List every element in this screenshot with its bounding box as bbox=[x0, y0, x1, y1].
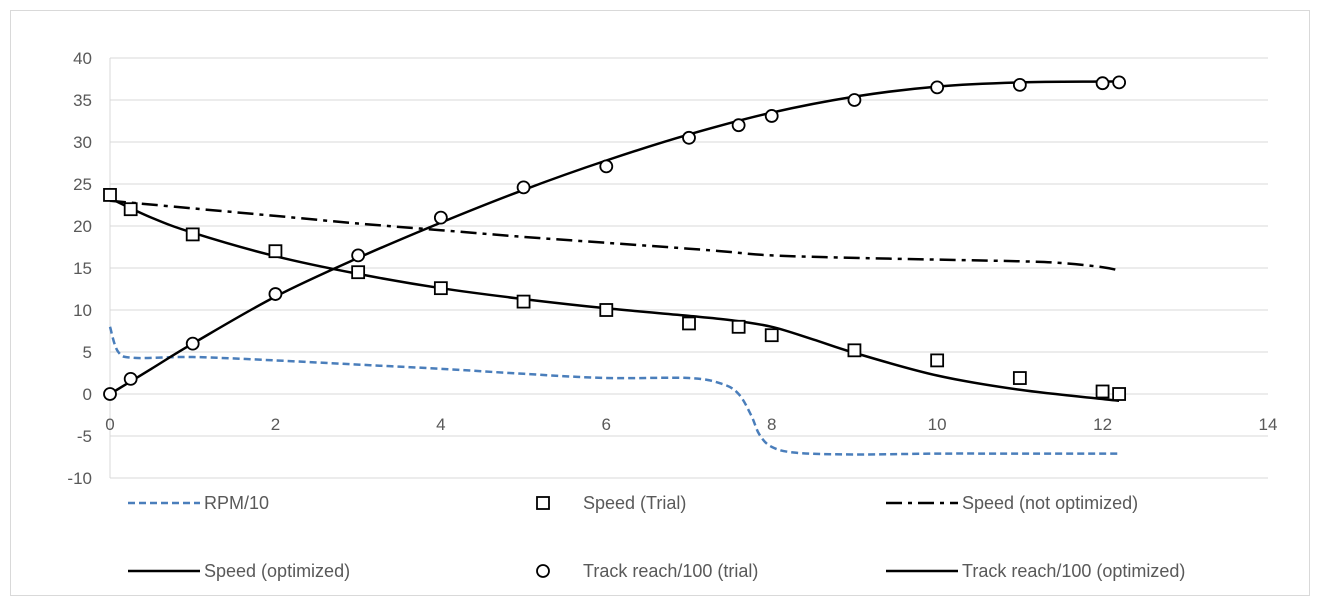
series-5 bbox=[109, 80, 1120, 396]
data-point bbox=[351, 265, 366, 280]
legend: RPM/10 Speed (Trial) Speed (not optimized)… bbox=[128, 493, 1185, 581]
y-tick-label: -10 bbox=[67, 469, 92, 488]
data-point bbox=[433, 281, 448, 296]
y-tick-label: -5 bbox=[77, 427, 92, 446]
series-line bbox=[109, 80, 1120, 396]
legend-item: RPM/10 bbox=[128, 493, 269, 513]
data-point bbox=[682, 130, 696, 145]
x-tick-label: 0 bbox=[105, 415, 114, 434]
data-point bbox=[731, 319, 746, 334]
y-tick-label: 0 bbox=[83, 385, 92, 404]
series-line bbox=[108, 326, 1120, 456]
data-point bbox=[599, 159, 614, 174]
data-point bbox=[847, 93, 862, 107]
data-point bbox=[930, 353, 945, 368]
series-line bbox=[109, 197, 1120, 402]
data-point bbox=[351, 248, 366, 263]
data-point bbox=[268, 287, 283, 301]
legend-item: Speed (not optimized) bbox=[886, 493, 1138, 513]
legend-item: Speed (optimized) bbox=[128, 561, 350, 581]
series-layer bbox=[103, 75, 1127, 456]
data-point bbox=[516, 180, 531, 195]
legend-item: Speed (Trial) bbox=[536, 493, 686, 513]
legend-label: Track reach/100 (trial) bbox=[583, 561, 758, 581]
series-3 bbox=[109, 197, 1120, 402]
data-point bbox=[731, 118, 746, 133]
data-point bbox=[599, 303, 614, 317]
x-tick-label: 2 bbox=[271, 415, 280, 434]
data-point bbox=[123, 371, 138, 386]
legend-label: Speed (Trial) bbox=[583, 493, 686, 513]
legend-label: Speed (optimized) bbox=[204, 561, 350, 581]
y-tick-label: 35 bbox=[73, 91, 92, 110]
y-tick-label: 20 bbox=[73, 217, 92, 236]
y-tick-label: 40 bbox=[73, 49, 92, 68]
y-tick-label: 5 bbox=[83, 343, 92, 362]
legend-swatch bbox=[536, 564, 550, 578]
y-tick-label: 30 bbox=[73, 133, 92, 152]
data-point bbox=[764, 328, 779, 343]
data-point bbox=[185, 336, 200, 351]
data-point bbox=[847, 343, 862, 358]
x-tick-label: 14 bbox=[1259, 415, 1278, 434]
data-point bbox=[1095, 76, 1110, 91]
y-tick-label: 25 bbox=[73, 175, 92, 194]
legend-label: RPM/10 bbox=[204, 493, 269, 513]
chart-frame bbox=[10, 10, 1310, 596]
data-point bbox=[1012, 371, 1027, 385]
data-point bbox=[1112, 387, 1127, 401]
data-point bbox=[1012, 77, 1027, 92]
data-point bbox=[185, 227, 200, 242]
series-0 bbox=[108, 326, 1120, 456]
legend-item: Track reach/100 (trial) bbox=[536, 561, 758, 581]
data-point bbox=[516, 294, 531, 309]
x-tick-label: 10 bbox=[928, 415, 947, 434]
data-point bbox=[1112, 75, 1127, 90]
x-tick-label: 6 bbox=[602, 415, 611, 434]
legend-swatch bbox=[536, 496, 550, 510]
x-tick-label: 8 bbox=[767, 415, 776, 434]
x-tick-label: 4 bbox=[436, 415, 445, 434]
data-point bbox=[103, 387, 117, 401]
data-point bbox=[930, 80, 945, 95]
data-point bbox=[433, 210, 448, 225]
data-point bbox=[764, 109, 779, 123]
data-point bbox=[103, 188, 117, 202]
y-tick-label: 15 bbox=[73, 259, 92, 278]
data-point bbox=[682, 316, 696, 331]
data-point bbox=[268, 244, 283, 259]
axes bbox=[109, 58, 1268, 478]
data-point bbox=[1095, 384, 1110, 399]
gridlines bbox=[110, 57, 1268, 479]
legend-item: Track reach/100 (optimized) bbox=[886, 561, 1185, 581]
tick-labels: -10 -5 0 5 10 15 20 25 30 35 40 0 2 4 6 8 10 12 14 bbox=[67, 49, 1277, 488]
y-tick-label: 10 bbox=[73, 301, 92, 320]
legend-label: Speed (not optimized) bbox=[962, 493, 1138, 513]
series-line bbox=[109, 199, 1120, 272]
legend-label: Track reach/100 (optimized) bbox=[962, 561, 1185, 581]
series-1 bbox=[103, 188, 1127, 401]
series-4 bbox=[103, 75, 1127, 401]
x-tick-label: 12 bbox=[1093, 415, 1112, 434]
data-point bbox=[123, 202, 138, 217]
series-2 bbox=[109, 199, 1120, 272]
